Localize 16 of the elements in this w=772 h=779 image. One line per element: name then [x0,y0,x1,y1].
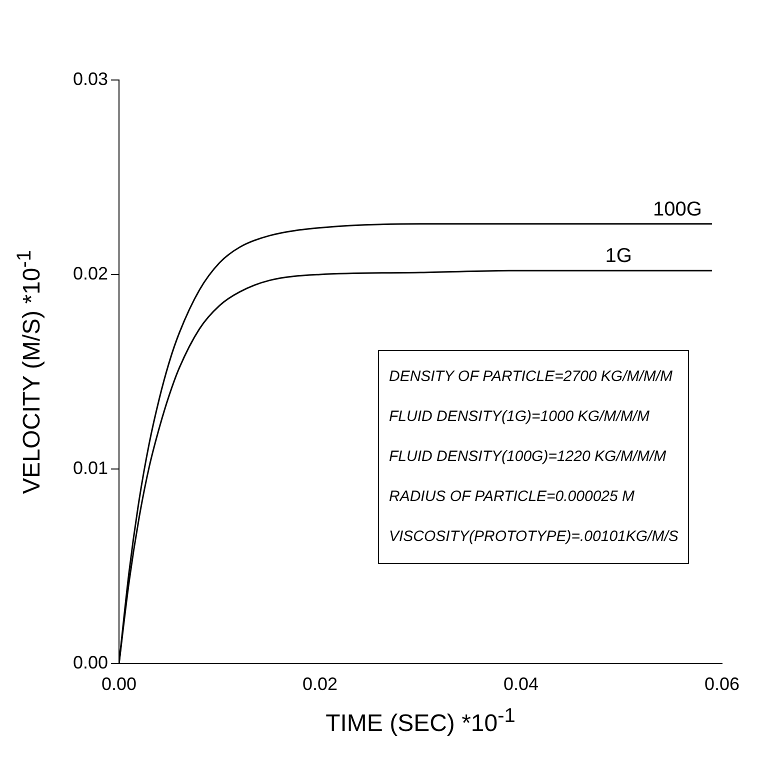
y-tick-label: 0.00 [72,652,108,672]
annotation: FLUID DENSITY(100G)=1220 KG/M/M/M [389,447,668,467]
annotation: DENSITY OF PARTICLE=2700 KG/M/M/M [389,367,674,387]
x-tick-label: 0.00 [102,674,137,694]
y-tick-label: 0.02 [72,263,108,284]
annotation: FLUID DENSITY(1G)=1000 KG/M/M/M [389,407,650,427]
y-tick-label: 0.01 [72,458,108,478]
x-tick-label: 0.04 [503,674,539,694]
annotation: RADIUS OF PARTICLE=0.000025 M [389,487,636,507]
y-tick-label: 0.03 [72,68,108,89]
annotation: VISCOSITY(PROTOTYPE)=.00101KG/M/S [389,527,678,547]
x-axis-title: TIME (SEC) *10$^{-1}$ [324,705,516,738]
series-label: 1G [605,245,632,268]
x-tick-label: 0.06 [704,674,740,694]
series-label: 100G [653,198,702,220]
x-tick-label: 0.02 [302,674,338,694]
